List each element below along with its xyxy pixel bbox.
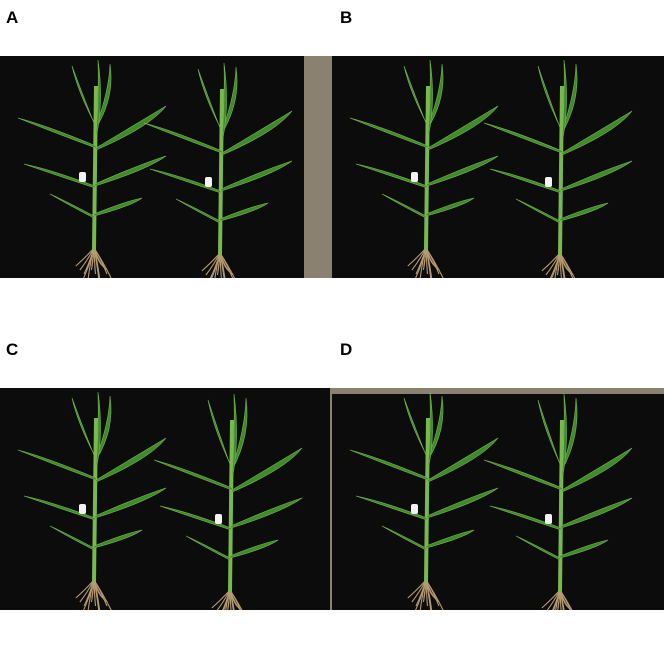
panel-label-a: A [6,8,19,27]
photo-panel-a [0,56,332,278]
panel-label-c: C [6,340,19,359]
plant-photo [0,56,332,278]
plant-photo [332,56,664,278]
plant-photo [0,388,332,610]
plant-photo [332,388,664,610]
photo-panel-c [0,388,332,610]
photo-panel-d [332,388,664,610]
panel-label-d: D [340,340,353,359]
photo-panel-b [332,56,664,278]
panel-label-b: B [340,8,353,27]
